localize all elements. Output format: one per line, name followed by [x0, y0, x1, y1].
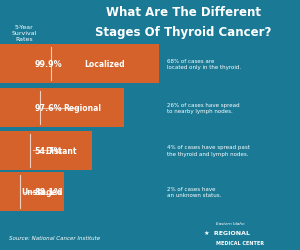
Text: 26% of cases have spread
to nearby lymph nodes.: 26% of cases have spread to nearby lymph… — [167, 102, 239, 114]
Text: 54.7%: 54.7% — [34, 146, 62, 155]
Text: 99.9%: 99.9% — [34, 60, 62, 69]
Text: 68% of cases are
located only in the thyroid.: 68% of cases are located only in the thy… — [167, 58, 241, 70]
Text: Stages Of Thyroid Cancer?: Stages Of Thyroid Cancer? — [95, 26, 271, 39]
Bar — [0, 45, 159, 84]
Text: Regional: Regional — [63, 104, 101, 112]
Text: 97.6%: 97.6% — [34, 104, 62, 112]
Text: 5-Year
Survival
Rates: 5-Year Survival Rates — [11, 25, 37, 42]
Bar — [0, 172, 64, 211]
Text: Unstaged: Unstaged — [21, 188, 63, 196]
Text: ★  REGIONAL: ★ REGIONAL — [204, 230, 250, 235]
Text: MEDICAL CENTER: MEDICAL CENTER — [216, 240, 264, 245]
Bar — [0, 89, 124, 128]
Text: Distant: Distant — [45, 146, 76, 155]
Text: 2% of cases have
an unknown status.: 2% of cases have an unknown status. — [167, 186, 221, 198]
Text: Source: National Cancer Institute: Source: National Cancer Institute — [9, 235, 100, 240]
Text: What Are The Different: What Are The Different — [106, 6, 260, 19]
Bar — [0, 131, 92, 170]
Text: Eastern Idaho: Eastern Idaho — [216, 221, 244, 225]
Text: 4% of cases have spread past
the thyroid and lymph nodes.: 4% of cases have spread past the thyroid… — [167, 145, 249, 156]
Text: 88.1%: 88.1% — [34, 188, 62, 196]
Text: Localized: Localized — [85, 60, 125, 69]
